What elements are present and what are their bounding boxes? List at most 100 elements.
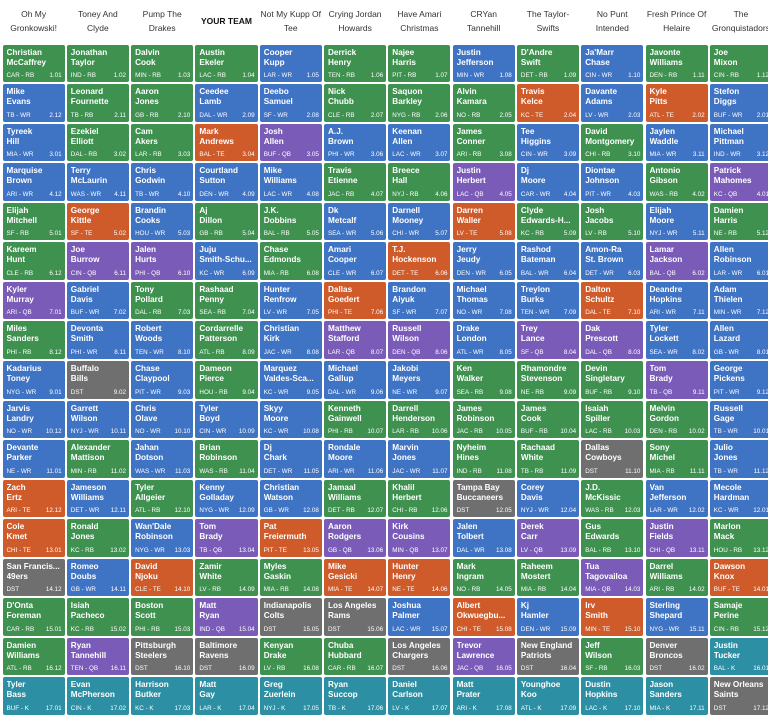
draft-pick-cell[interactable]: Kareem Hunt CLE - RB 6.12 (2, 242, 65, 280)
draft-pick-cell[interactable]: Tom Brady TB - QB 9.11 (645, 361, 708, 399)
draft-pick-cell[interactable]: Wan'Dale Robinson NYG - WR 13.03 (131, 519, 194, 557)
draft-pick-cell[interactable]: Justin Herbert LAC - QB 4.05 (452, 163, 515, 201)
draft-pick-cell[interactable]: Tyler Boyd CIN - WR 10.09 (195, 400, 258, 439)
draft-pick-cell[interactable]: Derek Carr LV - QB 13.09 (516, 519, 580, 557)
draft-pick-cell[interactable]: Chris Godwin TB - WR 4.10 (131, 163, 194, 201)
draft-pick-cell[interactable]: Cooper Kupp LAR - WR 1.05 (259, 44, 322, 83)
draft-pick-cell[interactable]: Darrel Williams ARI - RB 14.02 (645, 558, 708, 597)
draft-pick-cell[interactable]: Dawson Knox BUF - TE 14.01 (709, 558, 768, 597)
draft-pick-cell[interactable]: Saquon Barkley NYG - RB 2.06 (388, 84, 451, 122)
draft-pick-cell[interactable]: Tua Tagovailoa MIA - QB 14.03 (581, 558, 644, 597)
draft-pick-cell[interactable]: Corey Davis NYJ - WR 12.04 (516, 479, 580, 518)
draft-pick-cell[interactable]: Brian Robinson WAS - RB 11.04 (195, 440, 258, 478)
draft-pick-cell[interactable]: Tyler Allgeier ATL - RB 12.10 (131, 479, 194, 518)
draft-pick-cell[interactable]: Juju Smith-Schu... KC - WR 6.09 (195, 242, 258, 280)
draft-pick-cell[interactable]: Dalvin Cook MIN - RB 1.03 (131, 44, 194, 83)
draft-pick-cell[interactable]: Raheem Mostert MIA - RB 14.04 (516, 558, 580, 597)
draft-pick-cell[interactable]: Aaron Rodgers GB - QB 13.06 (324, 519, 387, 557)
draft-pick-cell[interactable]: Justin Fields CHI - QB 13.11 (645, 519, 708, 557)
draft-pick-cell[interactable]: Younghoe Koo ATL - K 17.09 (516, 677, 580, 715)
draft-pick-cell[interactable]: Damien Harris NE - RB 5.12 (709, 202, 768, 241)
draft-pick-cell[interactable]: Amon-Ra St. Brown DET - WR 6.03 (581, 242, 644, 280)
draft-pick-cell[interactable]: A.J. Brown PHI - WR 3.06 (324, 123, 387, 162)
draft-pick-cell[interactable]: Jaylen Waddle MIA - WR 3.11 (645, 123, 708, 162)
draft-pick-cell[interactable]: Alvin Kamara NO - RB 2.05 (452, 84, 515, 122)
draft-pick-cell[interactable]: Kenyan Drake LV - RB 16.08 (259, 637, 322, 676)
draft-pick-cell[interactable]: Samaje Perine CIN - RB 15.12 (709, 598, 768, 636)
draft-pick-cell[interactable]: Daniel Carlson LV - K 17.07 (388, 677, 451, 715)
draft-pick-cell[interactable]: Michael Gallup DAL - WR 9.06 (324, 361, 387, 399)
draft-pick-cell[interactable]: Kadarius Toney NYG - WR 9.01 (2, 361, 65, 399)
draft-pick-cell[interactable]: Ja'Marr Chase CIN - WR 1.10 (581, 44, 644, 83)
draft-pick-cell[interactable]: Davante Adams LV - WR 2.03 (581, 84, 644, 122)
draft-pick-cell[interactable]: Jeff Wilson SF - RB 16.03 (581, 637, 644, 676)
draft-pick-cell[interactable]: Khalil Herbert CHI - RB 12.06 (388, 479, 451, 518)
draft-pick-cell[interactable]: Ezekiel Elliott DAL - RB 3.02 (66, 123, 129, 162)
draft-pick-cell[interactable]: D'Onta Foreman CAR - RB 15.01 (2, 598, 65, 636)
draft-pick-cell[interactable]: Travis Etienne JAC - RB 4.07 (324, 163, 387, 201)
draft-pick-cell[interactable]: Joe Mixon CIN - RB 1.12 (709, 44, 768, 83)
draft-pick-cell[interactable]: Amari Cooper CLE - WR 6.07 (324, 242, 387, 280)
draft-pick-cell[interactable]: Terry McLaurin WAS - WR 4.11 (66, 163, 129, 201)
draft-pick-cell[interactable]: Patrick Mahomes KC - QB 4.01 (709, 163, 768, 201)
draft-pick-cell[interactable]: Josh Allen BUF - QB 3.05 (259, 123, 322, 162)
draft-pick-cell[interactable]: Elijah Mitchell SF - RB 5.01 (2, 202, 65, 241)
draft-pick-cell[interactable]: Deandre Hopkins ARI - WR 7.11 (645, 281, 708, 320)
draft-pick-cell[interactable]: Romeo Doubs GB - WR 14.11 (66, 558, 129, 597)
draft-pick-cell[interactable]: Marquez Valdes-Sca... KC - WR 9.05 (259, 361, 322, 399)
draft-pick-cell[interactable]: Chase Edmonds MIA - RB 6.08 (259, 242, 322, 280)
draft-pick-cell[interactable]: Mike Evans TB - WR 2.12 (2, 84, 65, 122)
draft-pick-cell[interactable]: James Conner ARI - RB 3.08 (452, 123, 515, 162)
draft-pick-cell[interactable]: Hunter Henry NE - TE 14.06 (388, 558, 451, 597)
draft-pick-cell[interactable]: Kj Hamler DEN - WR 15.09 (516, 598, 580, 636)
draft-pick-cell[interactable]: Russell Wilson DEN - QB 8.06 (388, 321, 451, 359)
draft-pick-cell[interactable]: Buffalo Bills DST 9.02 (66, 361, 129, 399)
draft-pick-cell[interactable]: Nyheim Hines IND - RB 11.08 (452, 440, 515, 478)
draft-pick-cell[interactable]: Albert Okwuegbu... CHI - TE 15.08 (452, 598, 515, 636)
draft-pick-cell[interactable]: Kenny Golladay NYG - WR 12.09 (195, 479, 258, 518)
draft-pick-cell[interactable]: Adam Thielen MIN - WR 7.12 (709, 281, 768, 320)
draft-pick-cell[interactable]: Sterling Shepard NYG - WR 15.11 (645, 598, 708, 636)
draft-pick-cell[interactable]: Dameon Pierce HOU - RB 9.04 (195, 361, 258, 399)
draft-pick-cell[interactable]: Stefon Diggs BUF - WR 2.01 (709, 84, 768, 122)
draft-pick-cell[interactable]: Brandin Cooks HOU - WR 5.03 (131, 202, 194, 241)
draft-pick-cell[interactable]: Russell Gage TB - WR 10.01 (709, 400, 768, 439)
draft-pick-cell[interactable]: Zamir White LV - RB 14.09 (195, 558, 258, 597)
draft-pick-cell[interactable]: Rhamondre Stevenson NE - RB 9.09 (516, 361, 580, 399)
draft-pick-cell[interactable]: Kenneth Gainwell PHI - RB 10.07 (324, 400, 387, 439)
draft-pick-cell[interactable]: Trevor Lawrence JAC - QB 16.05 (452, 637, 515, 676)
draft-pick-cell[interactable]: Deebo Samuel SF - WR 2.08 (259, 84, 322, 122)
draft-pick-cell[interactable]: Gabriel Davis BUF - WR 7.02 (66, 281, 129, 320)
draft-pick-cell[interactable]: James Robinson JAC - RB 10.05 (452, 400, 515, 439)
draft-pick-cell[interactable]: Myles Gaskin MIA - RB 14.08 (259, 558, 322, 597)
draft-pick-cell[interactable]: Lamar Jackson BAL - QB 6.02 (645, 242, 708, 280)
draft-pick-cell[interactable]: Ronald Jones KC - RB 13.02 (66, 519, 129, 557)
draft-pick-cell[interactable]: J.K. Dobbins BAL - RB 5.05 (259, 202, 322, 241)
draft-pick-cell[interactable]: Damien Williams ATL - RB 16.12 (2, 637, 65, 676)
draft-pick-cell[interactable]: Brandon Aiyuk SF - WR 7.07 (388, 281, 451, 320)
draft-pick-cell[interactable]: James Cook BUF - RB 10.04 (516, 400, 580, 439)
draft-pick-cell[interactable]: Tyler Bass BUF - K 17.01 (2, 677, 65, 715)
draft-pick-cell[interactable]: Chuba Hubbard CAR - RB 16.07 (324, 637, 387, 676)
draft-pick-cell[interactable]: Devante Parker NE - WR 11.01 (2, 440, 65, 478)
draft-pick-cell[interactable]: Ceedee Lamb DAL - WR 2.09 (195, 84, 258, 122)
draft-pick-cell[interactable]: Chase Claypool PIT - WR 9.03 (131, 361, 194, 399)
draft-pick-cell[interactable]: Alexander Mattison MIN - RB 11.02 (66, 440, 129, 478)
draft-pick-cell[interactable]: Van Jefferson LAR - WR 12.02 (645, 479, 708, 518)
draft-pick-cell[interactable]: Jarvis Landry NO - WR 10.12 (2, 400, 65, 439)
draft-pick-cell[interactable]: Dallas Goedert PHI - TE 7.06 (324, 281, 387, 320)
draft-pick-cell[interactable]: Baltimore Ravens DST 16.09 (195, 637, 258, 676)
draft-pick-cell[interactable]: Matt Gay LAR - K 17.04 (195, 677, 258, 715)
draft-pick-cell[interactable]: Kirk Cousins MIN - QB 13.07 (388, 519, 451, 557)
draft-pick-cell[interactable]: Isiah Pacheco KC - RB 15.02 (66, 598, 129, 636)
draft-pick-cell[interactable]: Irv Smith MIN - TE 15.10 (581, 598, 644, 636)
draft-pick-cell[interactable]: Boston Scott PHI - RB 15.03 (131, 598, 194, 636)
draft-pick-cell[interactable]: Los Angeles Rams DST 15.06 (324, 598, 387, 636)
draft-pick-cell[interactable]: Ken Walker SEA - RB 9.08 (452, 361, 515, 399)
draft-pick-cell[interactable]: Devonta Smith PHI - WR 8.11 (66, 321, 129, 359)
draft-pick-cell[interactable]: Miles Sanders PHI - RB 8.12 (2, 321, 65, 359)
draft-pick-cell[interactable]: Darrell Henderson LAR - RB 10.06 (388, 400, 451, 439)
draft-pick-cell[interactable]: Mike Gesicki MIA - TE 14.07 (324, 558, 387, 597)
draft-pick-cell[interactable]: Harrison Butker KC - K 17.03 (131, 677, 194, 715)
draft-pick-cell[interactable]: Tampa Bay Buccaneers DST 12.05 (452, 479, 515, 518)
